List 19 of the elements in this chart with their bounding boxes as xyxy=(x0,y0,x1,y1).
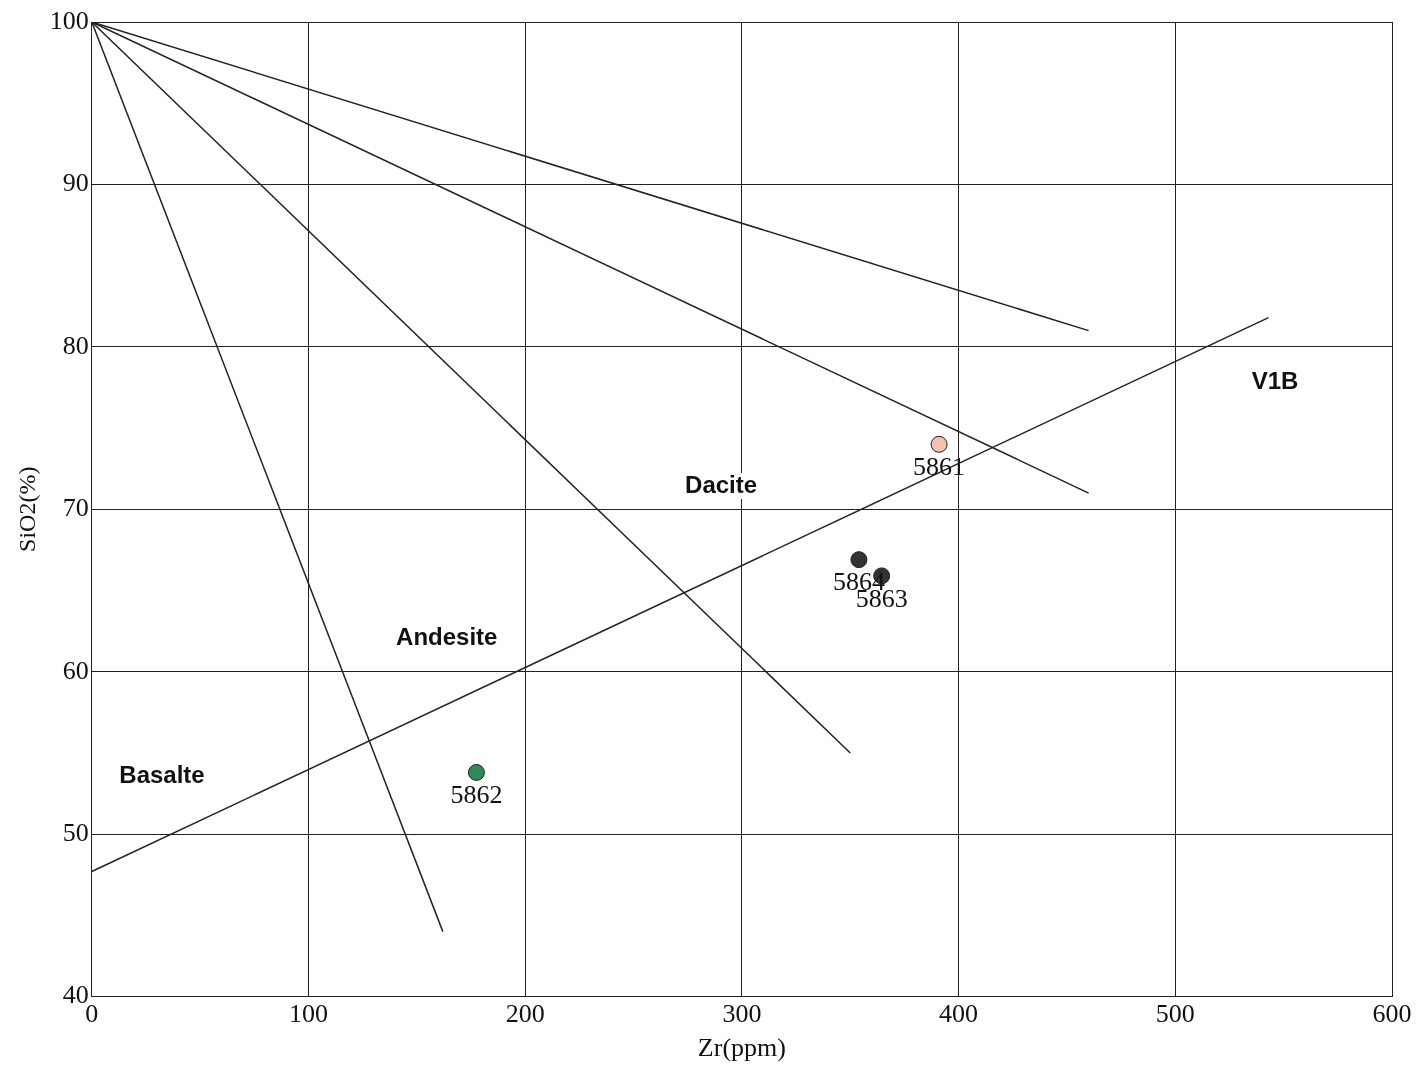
series-label: 5862 xyxy=(450,780,503,810)
x-axis-title: Zr(ppm) xyxy=(697,1033,786,1063)
y-tick-label: 90 xyxy=(62,168,89,198)
y-axis-title: SiO2(%) xyxy=(13,466,40,552)
y-tick-label: 70 xyxy=(62,493,89,523)
y-tick-label: 80 xyxy=(62,330,89,360)
x-tick-label: 100 xyxy=(289,999,328,1029)
x-tick-label: 300 xyxy=(722,999,762,1029)
annotation: Basalte xyxy=(119,760,205,788)
x-tick-label: 200 xyxy=(505,999,545,1029)
x-tick-label: 500 xyxy=(1155,999,1195,1029)
y-tick-label: 60 xyxy=(62,655,89,685)
annotation: Dacite xyxy=(685,470,758,498)
annotation: Andesite xyxy=(396,622,498,650)
annotation: V1B xyxy=(1251,367,1299,395)
x-tick-label: 400 xyxy=(939,999,979,1029)
y-tick-label: 50 xyxy=(62,817,89,847)
x-tick-label: 600 xyxy=(1372,999,1412,1029)
y-tick-label: 100 xyxy=(49,5,89,35)
